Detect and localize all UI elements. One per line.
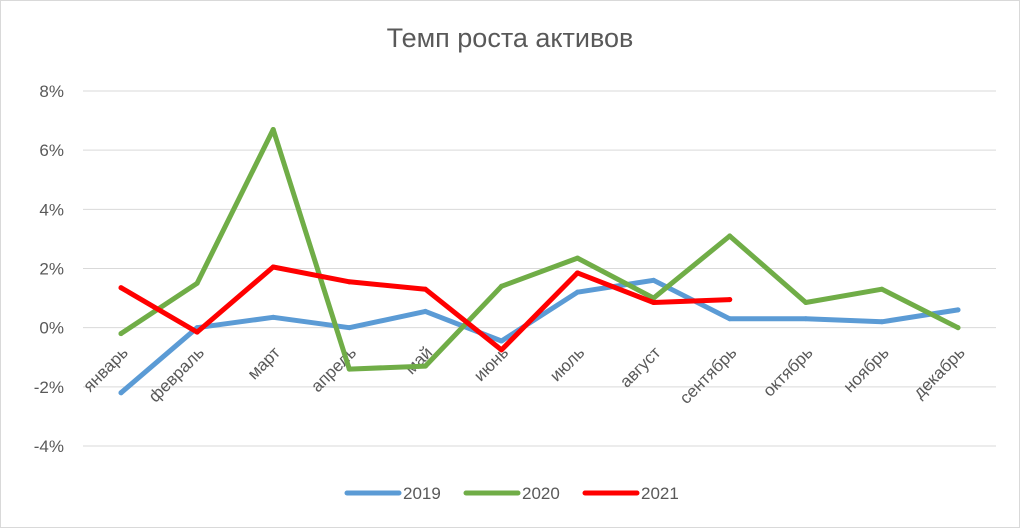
data-point-2020 xyxy=(803,300,809,306)
data-point-2020 xyxy=(651,295,657,301)
y-tick-label: -2% xyxy=(34,378,64,397)
y-tick-label: 0% xyxy=(39,319,64,338)
legend-label: 2021 xyxy=(641,484,679,503)
data-point-2021 xyxy=(651,300,657,306)
data-point-2019 xyxy=(803,316,809,322)
data-point-2021 xyxy=(727,297,733,303)
data-point-2021 xyxy=(498,347,504,353)
x-tick-label: август xyxy=(616,343,664,391)
data-point-2020 xyxy=(346,366,352,372)
x-tick-label: ноябрь xyxy=(840,343,893,396)
data-point-2020 xyxy=(270,126,276,132)
x-tick-label: июль xyxy=(546,343,588,385)
y-tick-label: 6% xyxy=(39,141,64,160)
x-tick-label: октябрь xyxy=(759,343,816,400)
series-line-2021 xyxy=(118,264,733,353)
data-point-2019 xyxy=(955,307,961,313)
data-point-2021 xyxy=(118,285,124,291)
data-point-2020 xyxy=(727,233,733,239)
data-point-2019 xyxy=(118,390,124,396)
x-tick-label: декабрь xyxy=(910,343,969,402)
y-tick-label: 2% xyxy=(39,260,64,279)
data-point-2021 xyxy=(422,286,428,292)
y-tick-label: -4% xyxy=(34,437,64,456)
chart-title: Темп роста активов xyxy=(386,23,634,53)
data-point-2020 xyxy=(879,286,885,292)
data-point-2020 xyxy=(194,280,200,286)
y-tick-label: 4% xyxy=(39,200,64,219)
x-tick-label: июнь xyxy=(470,343,512,385)
data-point-2019 xyxy=(498,338,504,344)
data-point-2019 xyxy=(346,325,352,331)
legend: 2019 2020 2021 xyxy=(344,484,679,503)
x-tick-label: сентябрь xyxy=(676,343,741,408)
data-point-2020 xyxy=(955,325,961,331)
legend-label: 2019 xyxy=(403,484,441,503)
x-tick-label: март xyxy=(244,343,284,383)
data-point-2021 xyxy=(346,279,352,285)
y-tick-label: 8% xyxy=(39,82,64,101)
data-point-2019 xyxy=(422,308,428,314)
data-point-2019 xyxy=(879,319,885,325)
data-point-2019 xyxy=(651,277,657,283)
x-tick-label: февраль xyxy=(145,343,208,406)
grid-lines xyxy=(83,90,996,447)
data-point-2020 xyxy=(118,331,124,337)
data-point-2020 xyxy=(422,363,428,369)
series-lines xyxy=(118,126,961,396)
data-point-2019 xyxy=(270,314,276,320)
data-point-2021 xyxy=(575,270,581,276)
legend-label: 2020 xyxy=(522,484,560,503)
data-point-2020 xyxy=(498,283,504,289)
y-axis-tick-labels: -4% -2% 0% 2% 4% 6% 8% xyxy=(34,82,64,456)
data-point-2021 xyxy=(270,264,276,270)
data-point-2019 xyxy=(727,316,733,322)
data-point-2021 xyxy=(194,329,200,335)
x-axis-tick-labels: январь февраль март апрель май июнь июль август… xyxy=(79,343,968,408)
series-line-2020 xyxy=(118,127,961,372)
data-point-2019 xyxy=(575,289,581,295)
data-point-2020 xyxy=(575,255,581,261)
series-line-2019 xyxy=(118,277,961,396)
